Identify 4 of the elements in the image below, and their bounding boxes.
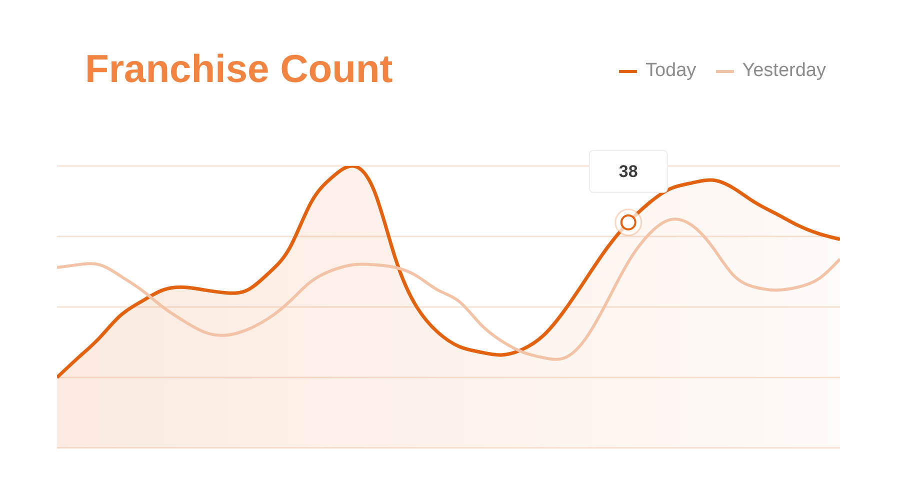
annotation: 38 (618, 162, 638, 181)
legend-label: Yesterday (742, 59, 826, 83)
chart-title: Franchise Count (85, 48, 393, 91)
legend-label: Today (645, 59, 696, 83)
